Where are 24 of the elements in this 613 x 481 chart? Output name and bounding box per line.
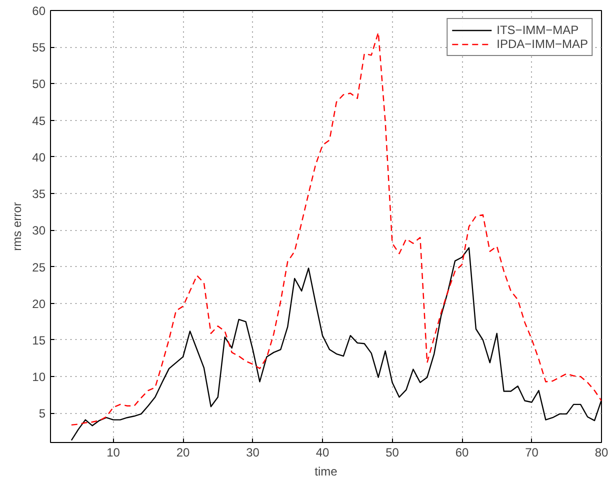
y-tick-label: 40 bbox=[32, 150, 46, 164]
x-axis-title: time bbox=[314, 464, 338, 478]
x-tick-label: 80 bbox=[594, 446, 608, 460]
y-tick-label: 55 bbox=[32, 40, 46, 55]
x-tick-label: 70 bbox=[525, 446, 539, 460]
legend-label: IPDA−IMM−MAP bbox=[496, 37, 588, 51]
y-tick-label: 5 bbox=[38, 406, 46, 421]
y-tick-label: 35 bbox=[32, 187, 46, 202]
x-tick-label: 40 bbox=[316, 446, 330, 460]
legend-label: ITS−IMM−MAP bbox=[496, 23, 579, 37]
y-tick-label: 20 bbox=[32, 296, 46, 311]
y-tick-label: 15 bbox=[32, 333, 46, 348]
x-tick-label: 60 bbox=[455, 446, 470, 460]
y-tick-label: 45 bbox=[32, 114, 46, 128]
x-tick-label: 20 bbox=[176, 446, 190, 460]
x-tick-label: 10 bbox=[106, 446, 120, 460]
x-tick-label: 30 bbox=[246, 446, 260, 460]
y-tick-label: 60 bbox=[32, 4, 46, 18]
y-tick-label: 25 bbox=[32, 260, 46, 274]
y-tick-label: 50 bbox=[32, 77, 46, 92]
x-tick-label: 50 bbox=[386, 446, 400, 460]
y-axis-title: rms error bbox=[10, 202, 24, 251]
y-tick-label: 30 bbox=[32, 224, 46, 238]
y-tick-label: 10 bbox=[32, 370, 46, 384]
